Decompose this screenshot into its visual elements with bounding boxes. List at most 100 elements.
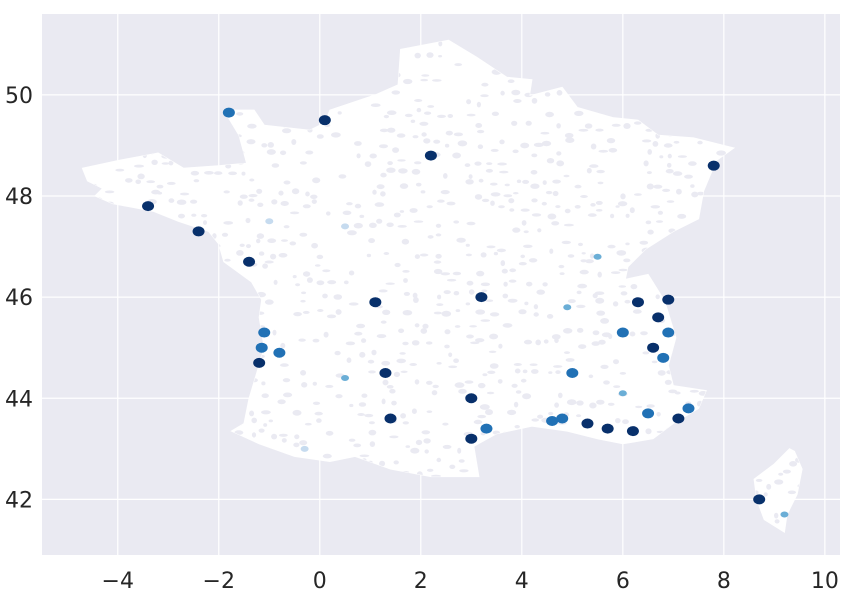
commune-gap [576,414,582,418]
commune-gap [338,174,347,179]
commune-gap [369,222,377,228]
commune-gap [513,363,522,366]
commune-gap [436,303,444,306]
commune-gap [190,170,200,176]
commune-gap [261,381,266,386]
commune-gap [415,182,422,187]
commune-gap [508,279,517,283]
commune-gap [578,344,587,349]
commune-gap [381,398,386,405]
highlighted-region [652,312,665,323]
highlighted-region [243,256,256,267]
commune-gap [480,252,487,258]
commune-gap [755,478,763,482]
commune-gap [610,271,621,274]
commune-gap [302,204,311,209]
commune-gap [302,271,311,277]
commune-gap [312,381,317,386]
commune-gap [615,418,621,424]
commune-gap [584,123,593,129]
commune-gap [486,245,496,249]
highlighted-region [556,413,569,424]
commune-gap [522,393,532,400]
commune-gap [542,282,548,287]
commune-gap [464,163,471,168]
commune-gap [327,280,337,285]
commune-gap [281,438,287,443]
commune-gap [426,410,433,414]
commune-gap [368,238,375,244]
commune-gap [245,217,251,224]
commune-gap [258,428,265,433]
commune-gap [291,139,297,145]
commune-gap [608,148,618,153]
y-axis-ticks: 42 44 46 48 50 [5,84,33,513]
commune-gap [237,200,243,206]
commune-gap [298,338,306,342]
commune-gap [542,180,547,186]
commune-gap [453,132,463,137]
commune-gap [466,334,474,339]
commune-gap [454,382,465,388]
commune-gap [561,240,571,245]
commune-gap [369,153,377,159]
commune-gap [639,240,649,245]
commune-gap [476,270,485,277]
commune-gap [632,309,642,314]
commune-gap [459,469,469,473]
commune-gap [348,270,355,276]
commune-gap [435,253,442,259]
commune-gap [465,179,474,185]
x-tick-label: 6 [616,569,630,594]
commune-gap [337,111,342,115]
commune-gap [596,310,606,316]
commune-gap [556,123,561,129]
commune-gap [157,191,163,195]
commune-gap [696,191,705,196]
commune-gap [496,248,506,253]
commune-gap [659,155,664,159]
commune-gap [305,191,310,197]
commune-gap [448,352,453,358]
commune-gap [402,310,413,316]
commune-gap [580,195,588,198]
commune-gap [442,444,452,449]
commune-gap [565,137,575,143]
commune-gap [597,181,604,185]
commune-gap [419,253,429,257]
commune-gap [156,184,164,189]
commune-gap [487,370,496,374]
commune-gap [552,190,559,197]
commune-gap [558,264,565,269]
commune-gap [380,320,387,324]
commune-gap [490,192,501,197]
commune-gap [656,220,663,223]
commune-gap [251,417,257,424]
commune-gap [446,278,457,282]
commune-gap [498,343,503,349]
commune-gap [477,144,484,149]
commune-gap [382,309,391,315]
commune-gap [399,352,406,355]
commune-gap [766,483,772,490]
commune-gap [667,153,672,159]
commune-gap [666,162,672,168]
commune-gap [261,410,271,415]
commune-gap [650,205,661,209]
highlighted-region [616,327,629,338]
highlighted-region [672,413,685,424]
commune-gap [507,298,518,303]
commune-gap [246,244,251,249]
commune-gap [396,133,406,138]
commune-gap [271,433,278,440]
commune-gap [652,141,659,147]
commune-gap [258,251,265,256]
commune-gap [440,272,451,276]
commune-gap [537,414,544,419]
commune-gap [435,233,442,237]
commune-gap [400,370,408,373]
commune-gap [657,370,666,376]
commune-gap [249,178,255,182]
commune-gap [393,371,400,378]
corsica [753,448,803,534]
